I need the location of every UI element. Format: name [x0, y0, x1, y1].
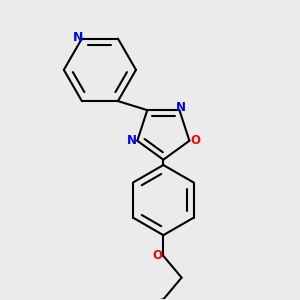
Text: N: N — [73, 31, 83, 44]
Text: O: O — [190, 134, 200, 147]
Text: O: O — [152, 249, 162, 262]
Text: N: N — [127, 134, 136, 147]
Text: N: N — [176, 101, 186, 114]
